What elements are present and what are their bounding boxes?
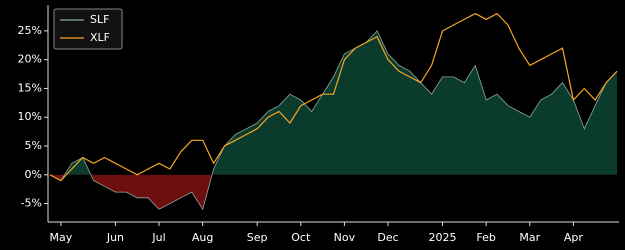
x-tick-label: Nov: [334, 231, 356, 244]
y-tick-label: 25%: [18, 24, 42, 37]
x-tick-label: Oct: [291, 231, 311, 244]
x-tick-label: 2025: [429, 231, 457, 244]
x-tick-label: Apr: [564, 231, 584, 244]
area-positive: [50, 30, 617, 175]
x-tick-label: Sep: [247, 231, 268, 244]
legend-label: SLF: [90, 13, 109, 26]
line: [49, 30, 618, 211]
x-tick-label: Mar: [519, 231, 540, 244]
x-tick-label: Feb: [476, 231, 495, 244]
x-tick-label: Aug: [192, 231, 213, 244]
line: [49, 12, 618, 182]
y-tick-label: 20%: [18, 53, 42, 66]
y-tick-label: 5%: [25, 139, 42, 152]
x-tick-label: May: [50, 231, 73, 244]
x-tick-label: Jul: [151, 231, 165, 244]
y-tick-label: 10%: [18, 110, 42, 123]
x-tick-label: Jun: [106, 231, 124, 244]
y-tick-label: 15%: [18, 81, 42, 94]
legend-box: [53, 8, 123, 50]
y-tick-label: 0%: [25, 168, 42, 181]
y-tick-label: -5%: [21, 197, 42, 210]
area-negative: [50, 174, 213, 210]
x-tick-label: Dec: [377, 231, 398, 244]
legend-label: XLF: [90, 31, 110, 44]
